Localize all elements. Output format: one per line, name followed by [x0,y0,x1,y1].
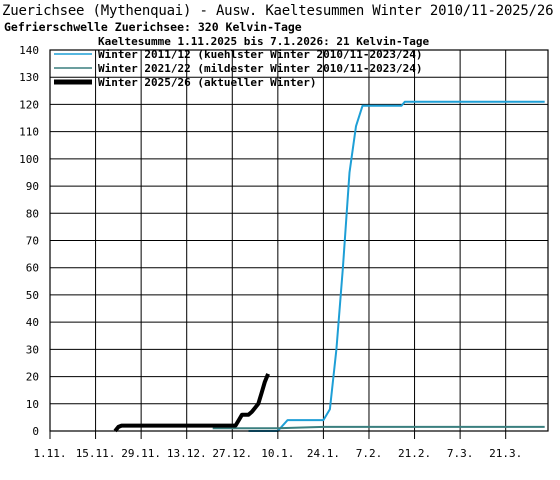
legend: Kaeltesumme 1.11.2025 bis 7.1.2026: 21 K… [54,35,430,89]
x-tick-label: 13.12. [167,447,207,460]
y-axis-ticks: 0 10 20 30 40 50 60 70 80 90 100 110 120 130 140 [19,44,39,438]
x-tick-label: 15.11. [76,447,116,460]
series-line-3 [113,373,270,433]
y-tick-label: 30 [26,343,39,356]
y-tick-label: 0 [32,425,39,438]
x-tick-label: 27.12. [212,447,252,460]
plot-frame [49,49,549,432]
y-tick-label: 50 [26,289,39,302]
legend-entry-2: Winter 2021/22 (mildester Winter 2010/11… [98,62,423,75]
legend-entry-3: Winter 2025/26 (aktueller Winter) [98,76,317,89]
y-tick-label: 130 [19,71,39,84]
y-tick-label: 20 [26,371,39,384]
plot-border [49,49,549,432]
series-line-1 [248,100,545,432]
y-tick-label: 120 [19,98,39,111]
x-tick-label: 7.2. [356,447,383,460]
y-tick-label: 40 [26,316,39,329]
y-tick-label: 90 [26,180,39,193]
chart-subtitle: Gefrierschwelle Zuerichsee: 320 Kelvin-T… [4,20,302,34]
x-tick-label: 21.3. [489,447,522,460]
y-tick-label: 140 [19,44,39,57]
y-tick-label: 80 [26,207,39,220]
x-tick-label: 7.3. [447,447,474,460]
x-tick-label: 1.11. [33,447,66,460]
y-tick-label: 10 [26,398,39,411]
x-tick-label: 21.2. [398,447,431,460]
y-tick-label: 70 [26,235,39,248]
series-lines [113,100,545,433]
x-tick-label: 10.1. [261,447,294,460]
x-tick-label: 24.1. [307,447,340,460]
series-line-2 [212,425,545,430]
y-tick-label: 60 [26,262,39,275]
legend-title: Kaeltesumme 1.11.2025 bis 7.1.2026: 21 K… [98,35,430,48]
legend-entry-1: Winter 2011/12 (kuehlster Winter 2010/11… [98,48,423,61]
chart-title: Zuerichsee (Mythenquai) - Ausw. Kaeltesu… [2,3,554,19]
x-axis-ticks: 1.11. 15.11. 29.11. 13.12. 27.12. 10.1. 24.1. 7… [33,431,522,460]
y-tick-label: 100 [19,153,39,166]
grid-lines [49,49,548,432]
x-tick-label: 29.11. [121,447,161,460]
y-tick-label: 110 [19,126,39,139]
